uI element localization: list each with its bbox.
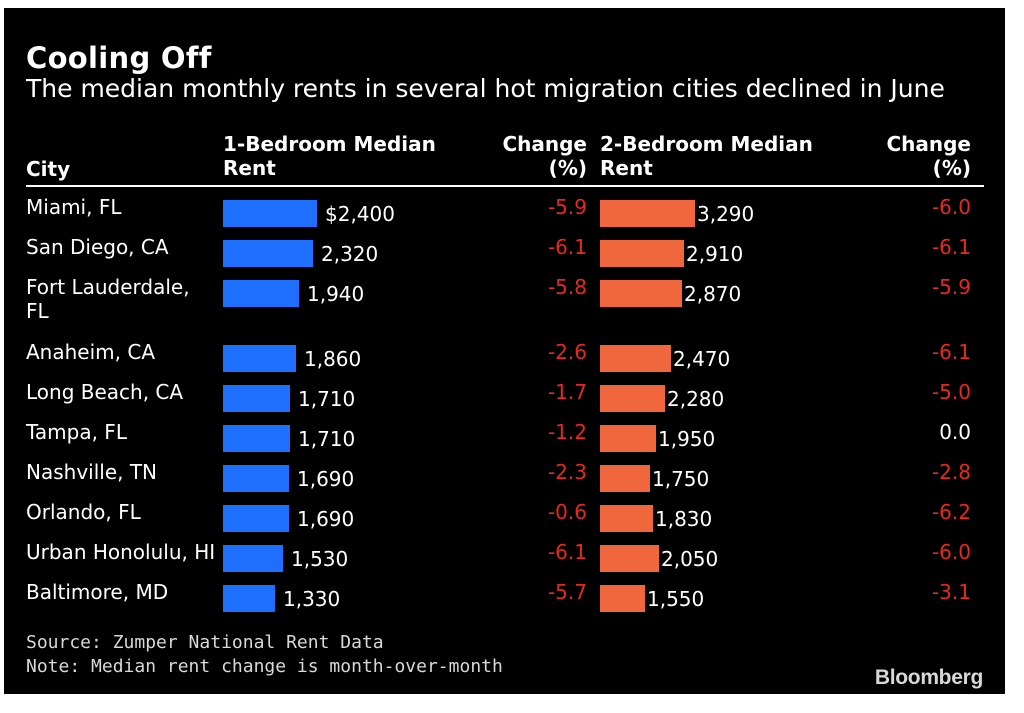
row-9-city: Urban Honolulu, HI (26, 540, 216, 564)
chart-title: Cooling Off (26, 41, 212, 75)
row-7-change-2br: -2.8 (931, 460, 971, 484)
row-8-value-1br: 1,690 (297, 507, 355, 531)
row-8-change-2br: -6.2 (931, 500, 971, 524)
header-city: City (26, 157, 71, 181)
row-4-value-2br: 2,470 (673, 347, 731, 371)
row-5-bar-2br (600, 385, 665, 412)
row-4-value-1br: 1,860 (304, 347, 362, 371)
header-rent1-line2: Rent (223, 156, 276, 180)
row-4-change-2br: -6.1 (931, 340, 971, 364)
row-3-change-1br: -5.8 (547, 275, 587, 299)
row-2-city: San Diego, CA (26, 235, 169, 259)
row-6-bar-1br (223, 425, 290, 452)
row-6-city: Tampa, FL (26, 420, 127, 444)
row-1-change-2br: -6.0 (931, 195, 971, 219)
chart-card: Cooling Off The median monthly rents in … (4, 8, 1005, 694)
row-8-bar-1br (223, 505, 289, 532)
row-6-bar-2br (600, 425, 656, 452)
row-1-bar-2br (600, 200, 695, 227)
row-4-city: Anaheim, CA (26, 340, 155, 364)
header-rent2-line2: Rent (600, 156, 653, 180)
row-10-bar-2br (600, 585, 645, 612)
row-2-change-2br: -6.1 (931, 235, 971, 259)
row-8-change-1br: -0.6 (547, 500, 587, 524)
row-2-change-1br: -6.1 (547, 235, 587, 259)
row-5-change-1br: -1.7 (547, 380, 587, 404)
method-note: Note: Median rent change is month-over-m… (26, 656, 503, 677)
row-9-value-1br: 1,530 (291, 547, 349, 571)
row-4-change-1br: -2.6 (547, 340, 587, 364)
row-8-city: Orlando, FL (26, 500, 141, 524)
row-8-bar-2br (600, 505, 653, 532)
row-10-value-1br: 1,330 (283, 587, 341, 611)
row-9-bar-2br (600, 545, 659, 572)
header-change1-line1: Change (502, 132, 587, 156)
header-change1: Change (%) (487, 132, 587, 180)
row-3-value-1br: 1,940 (307, 282, 365, 306)
row-1-value-2br: 3,290 (697, 202, 755, 226)
row-4-bar-2br (600, 345, 671, 372)
row-8-value-2br: 1,830 (655, 507, 713, 531)
row-7-city: Nashville, TN (26, 460, 158, 484)
row-5-value-1br: 1,710 (298, 387, 356, 411)
header-divider (26, 185, 984, 187)
row-5-value-2br: 2,280 (667, 387, 725, 411)
row-7-bar-1br (223, 465, 289, 492)
row-3-change-2br: -5.9 (931, 275, 971, 299)
row-3-value-2br: 2,870 (684, 282, 742, 306)
header-rent2-line1: 2-Bedroom Median (600, 132, 813, 156)
row-1-bar-1br (223, 200, 317, 227)
header-rent2: 2-Bedroom Median Rent (600, 132, 813, 180)
row-10-bar-1br (223, 585, 275, 612)
row-7-value-2br: 1,750 (652, 467, 710, 491)
row-6-change-1br: -1.2 (547, 420, 587, 444)
rent-table: Miami, FL $2,400 -5.9 3,290 -6.0 San Diego, C… (4, 8, 1005, 694)
row-2-value-1br: 2,320 (321, 242, 379, 266)
row-6-change-2br: 0.0 (939, 420, 971, 444)
bloomberg-logo: Bloomberg (874, 666, 983, 689)
header-change1-line2: (%) (548, 156, 587, 180)
row-2-value-2br: 2,910 (686, 242, 744, 266)
header-change2-line2: (%) (932, 156, 971, 180)
row-10-change-1br: -5.7 (547, 580, 587, 604)
row-6-value-2br: 1,950 (658, 427, 716, 451)
row-9-change-1br: -6.1 (547, 540, 587, 564)
row-3-bar-2br (600, 280, 682, 307)
row-9-change-2br: -6.0 (931, 540, 971, 564)
row-10-city: Baltimore, MD (26, 580, 169, 604)
header-rent1: 1-Bedroom Median Rent (223, 132, 436, 180)
source-note: Source: Zumper National Rent Data (26, 632, 384, 653)
row-10-change-2br: -3.1 (931, 580, 971, 604)
header-change2-line1: Change (886, 132, 971, 156)
row-4-bar-1br (223, 345, 296, 372)
row-3-bar-1br (223, 280, 299, 307)
row-5-bar-1br (223, 385, 290, 412)
header-rent1-line1: 1-Bedroom Median (223, 132, 436, 156)
row-1-change-1br: -5.9 (547, 195, 587, 219)
row-7-value-1br: 1,690 (297, 467, 355, 491)
row-6-value-1br: 1,710 (298, 427, 356, 451)
row-9-bar-1br (223, 545, 283, 572)
header-change2: Change (%) (871, 132, 971, 180)
row-9-value-2br: 2,050 (661, 547, 719, 571)
row-7-change-1br: -2.3 (547, 460, 587, 484)
row-7-bar-2br (600, 465, 650, 492)
row-10-value-2br: 1,550 (647, 587, 705, 611)
row-3-city: Fort Lauderdale, FL (26, 275, 190, 323)
row-5-city: Long Beach, CA (26, 380, 184, 404)
row-1-value-1br: $2,400 (325, 202, 395, 226)
row-5-change-2br: -5.0 (931, 380, 971, 404)
chart-subtitle: The median monthly rents in several hot … (26, 74, 945, 103)
row-2-bar-2br (600, 240, 684, 267)
row-1-city: Miami, FL (26, 195, 122, 219)
row-2-bar-1br (223, 240, 313, 267)
